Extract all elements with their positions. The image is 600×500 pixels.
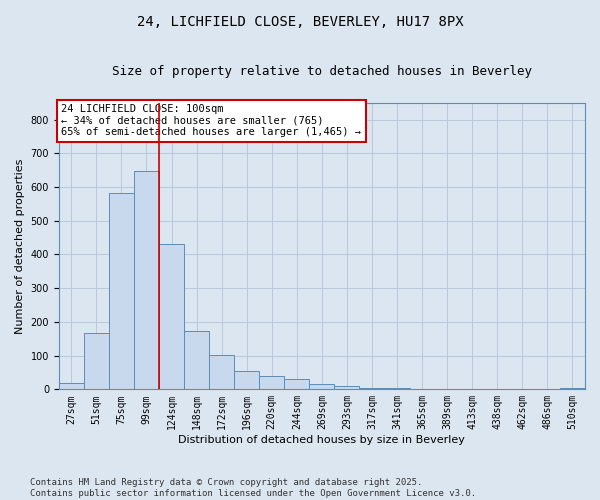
Title: Size of property relative to detached houses in Beverley: Size of property relative to detached ho…: [112, 65, 532, 78]
Bar: [109, 193, 134, 390]
Bar: [310, 384, 334, 390]
Bar: [259, 376, 284, 390]
Y-axis label: Number of detached properties: Number of detached properties: [15, 158, 25, 334]
Bar: [159, 244, 184, 390]
Bar: [84, 332, 109, 390]
Bar: [560, 388, 585, 390]
Bar: [234, 371, 259, 390]
Text: 24 LICHFIELD CLOSE: 100sqm
← 34% of detached houses are smaller (765)
65% of sem: 24 LICHFIELD CLOSE: 100sqm ← 34% of deta…: [61, 104, 361, 138]
Bar: [334, 386, 359, 390]
Text: Contains HM Land Registry data © Crown copyright and database right 2025.
Contai: Contains HM Land Registry data © Crown c…: [30, 478, 476, 498]
Bar: [410, 388, 434, 390]
Bar: [134, 171, 159, 390]
X-axis label: Distribution of detached houses by size in Beverley: Distribution of detached houses by size …: [178, 435, 466, 445]
Bar: [184, 332, 209, 390]
Bar: [209, 354, 234, 390]
Text: 24, LICHFIELD CLOSE, BEVERLEY, HU17 8PX: 24, LICHFIELD CLOSE, BEVERLEY, HU17 8PX: [137, 15, 463, 29]
Bar: [385, 388, 410, 390]
Bar: [359, 388, 385, 390]
Bar: [284, 379, 310, 390]
Bar: [59, 382, 84, 390]
